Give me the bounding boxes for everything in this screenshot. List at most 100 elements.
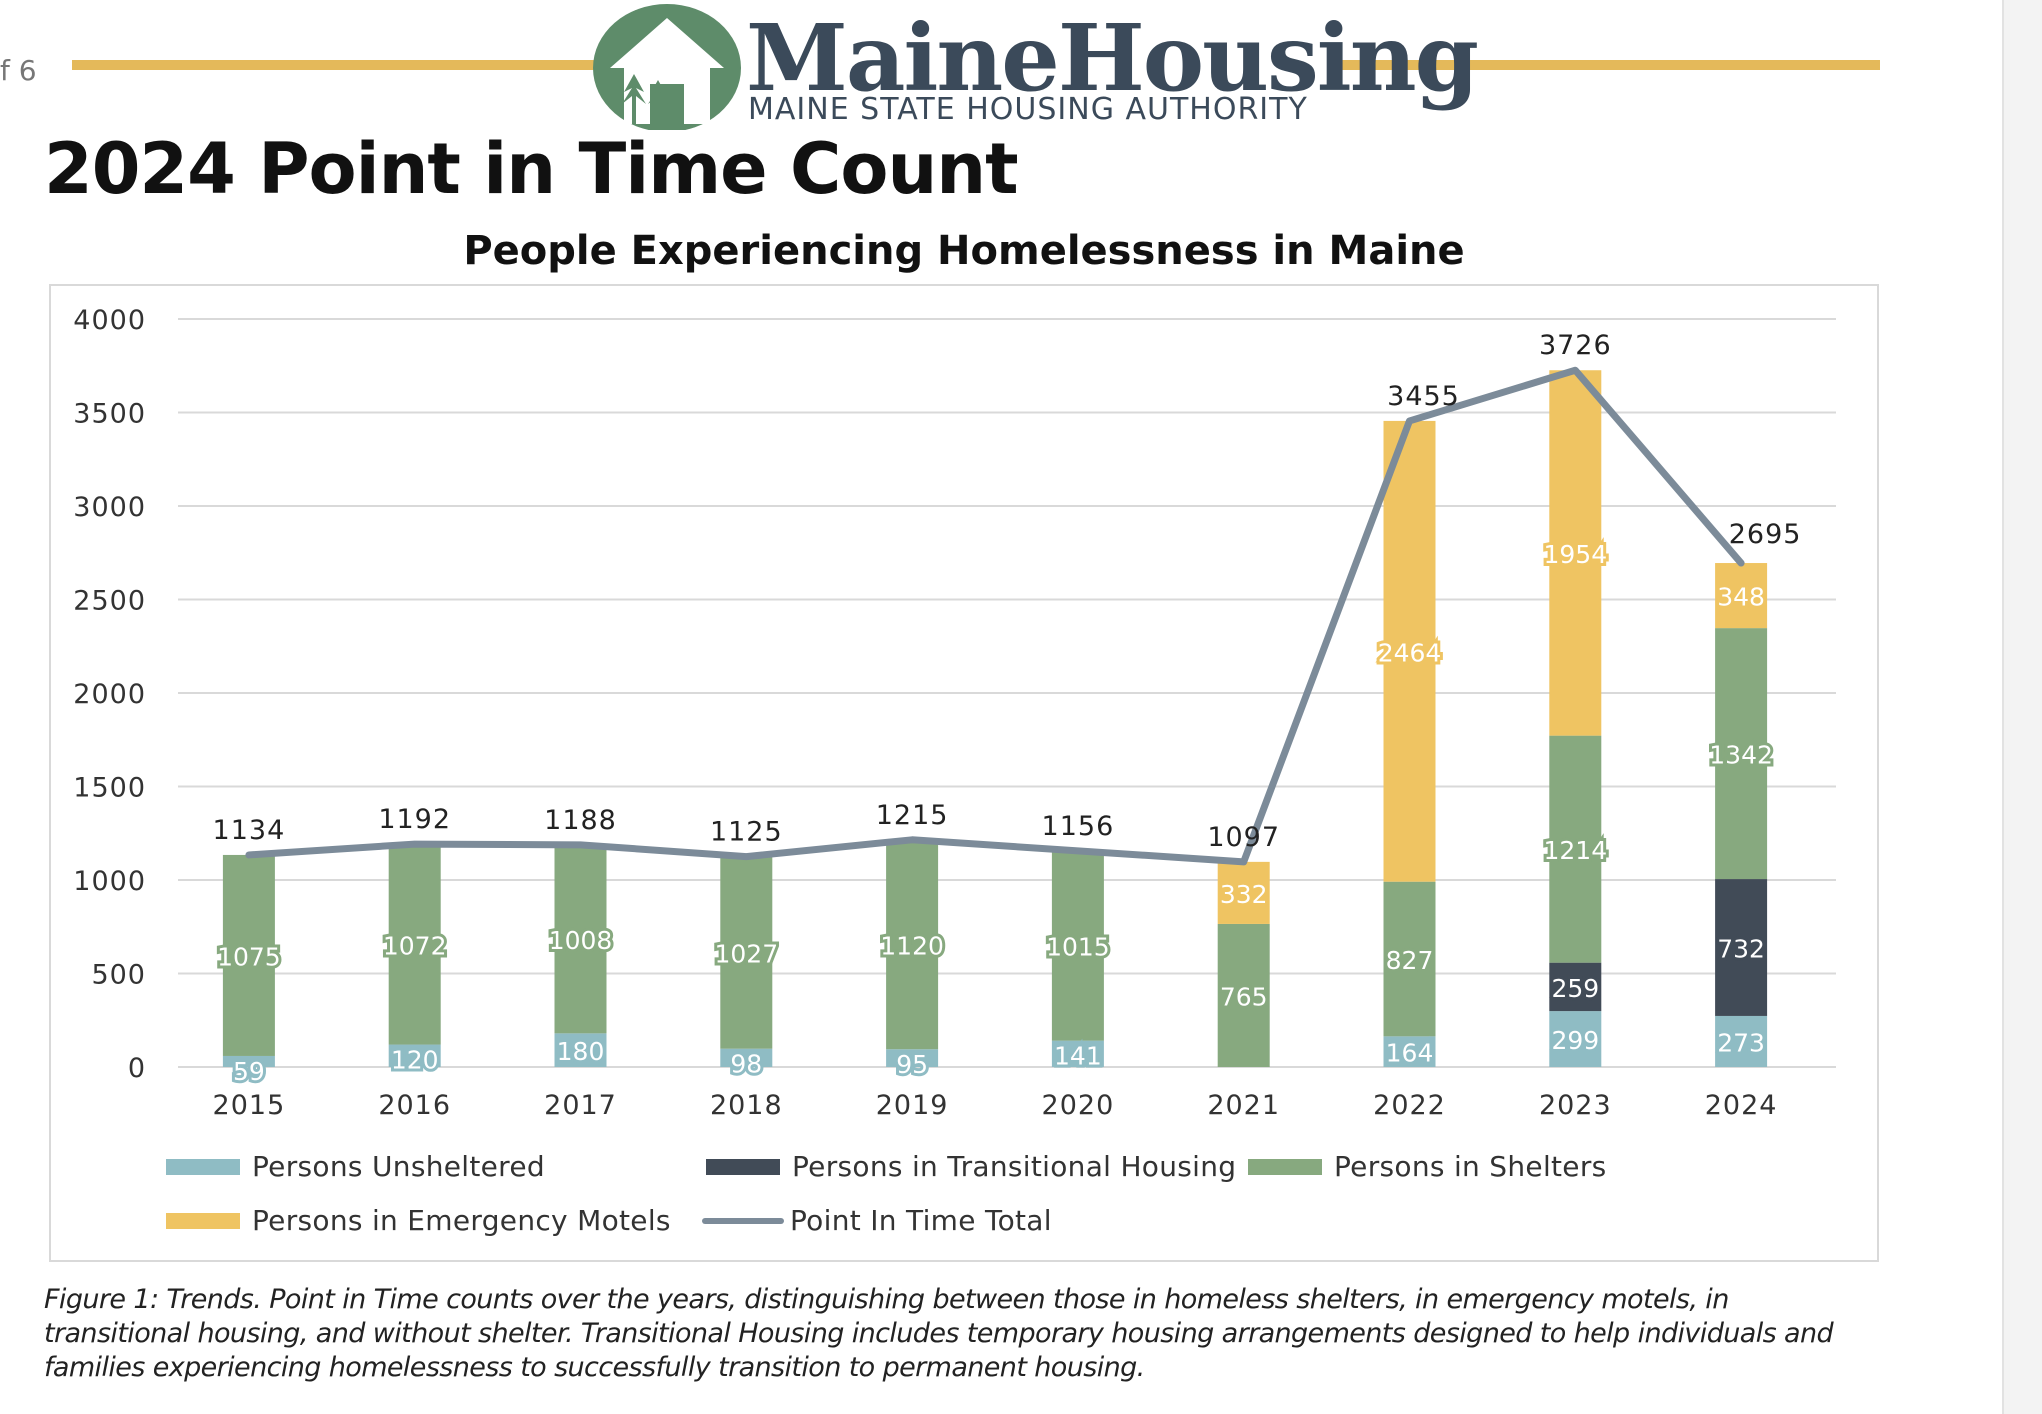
y-tick-label: 0 <box>128 1053 146 1084</box>
data-label: 1015 <box>1046 933 1110 962</box>
bar-segment <box>1715 1015 1768 1067</box>
y-tick-label: 2000 <box>73 679 146 710</box>
data-label: 1954 <box>1543 540 1607 569</box>
data-label: 1120 <box>880 932 944 961</box>
data-label: 259 <box>1551 974 1599 1003</box>
legend-item-total: Point In Time Total <box>702 1204 1052 1237</box>
bar-segment <box>388 844 441 1045</box>
legend-swatch <box>166 1158 240 1175</box>
data-label: 273 <box>1717 1028 1765 1057</box>
x-tick-label: 2019 <box>876 1090 949 1121</box>
legend-swatch <box>1248 1158 1322 1175</box>
data-label: 120 <box>391 1046 439 1075</box>
scrollbar[interactable] <box>2002 0 2042 1414</box>
data-label: 59 <box>233 1057 265 1086</box>
data-label: 732 <box>1717 935 1765 964</box>
total-line <box>245 366 1745 866</box>
brand-name: MaineHousing <box>746 4 1479 112</box>
data-label: 180 <box>557 1037 605 1066</box>
total-label: 1097 <box>1207 822 1280 853</box>
legend-swatch <box>702 1217 784 1224</box>
total-label: 3455 <box>1387 381 1460 412</box>
bar-segment <box>1051 850 1104 1041</box>
bar-segment <box>1051 1040 1104 1067</box>
total-label: 1156 <box>1042 811 1115 842</box>
y-tick-label: 2500 <box>73 586 146 617</box>
data-label: 1027 <box>714 940 778 969</box>
data-label: 1072 <box>383 931 447 960</box>
x-tick-label: 2021 <box>1207 1090 1280 1121</box>
bar-segment <box>886 1049 939 1067</box>
data-label: 141 <box>1054 1042 1102 1071</box>
legend-item-shelters: Persons in Shelters <box>1248 1150 1607 1183</box>
data-label: 299 <box>1551 1026 1599 1055</box>
data-label: 164 <box>1386 1039 1434 1068</box>
page-title: 2024 Point in Time Count <box>44 128 1019 210</box>
bar-segment <box>1549 735 1602 963</box>
data-label: 98 <box>730 1050 762 1079</box>
total-label: 1134 <box>213 815 286 846</box>
bar-segment <box>720 856 773 1049</box>
data-label: 2464 <box>1378 638 1442 667</box>
data-label: 1075 <box>217 942 281 971</box>
bar-segment <box>388 1044 441 1067</box>
legend-swatch <box>706 1158 780 1175</box>
legend-item-motels: Persons in Emergency Motels <box>166 1204 671 1237</box>
bar-segment <box>1715 563 1768 629</box>
x-tick-label: 2017 <box>544 1090 617 1121</box>
brand-subtitle: MAINE STATE HOUSING AUTHORITY <box>748 92 1308 127</box>
data-label: 1214 <box>1543 836 1607 865</box>
data-label: 95 <box>896 1050 928 1079</box>
y-tick-label: 3000 <box>73 492 146 523</box>
bar-segment <box>886 839 939 1050</box>
x-tick-label: 2015 <box>213 1090 286 1121</box>
legend-swatch <box>166 1212 240 1229</box>
x-tick-label: 2018 <box>710 1090 783 1121</box>
bar-segment <box>1549 370 1602 736</box>
data-label: 1008 <box>549 926 613 955</box>
header-rule-right <box>1336 60 1880 70</box>
house-with-trees-logo-icon <box>593 4 741 130</box>
bar-segment <box>1383 881 1436 1037</box>
x-tick-label: 2024 <box>1705 1090 1778 1121</box>
total-label: 1188 <box>544 805 617 836</box>
header-rule-left <box>72 60 594 70</box>
bar-segment <box>720 1048 773 1067</box>
page-indicator: f 6 <box>0 54 37 87</box>
y-tick-label: 1500 <box>73 773 146 804</box>
chart-title: People Experiencing Homelessness in Main… <box>463 228 1465 274</box>
data-label: 765 <box>1220 982 1268 1011</box>
legend-label: Point In Time Total <box>790 1204 1052 1237</box>
bar-segment <box>1549 962 1602 1012</box>
legend-label: Persons in Transitional Housing <box>792 1150 1237 1183</box>
total-label: 2695 <box>1729 519 1802 550</box>
y-tick-label: 500 <box>91 960 146 991</box>
bar-segment <box>554 1033 607 1067</box>
legend-label: Persons in Shelters <box>1334 1150 1607 1183</box>
data-label: 332 <box>1220 880 1268 909</box>
data-label: 827 <box>1386 946 1434 975</box>
x-tick-label: 2023 <box>1539 1090 1612 1121</box>
bar-segment <box>1715 879 1768 1016</box>
bar-segment <box>1715 628 1768 880</box>
total-label: 1125 <box>710 817 783 848</box>
figure-caption: Figure 1: Trends. Point in Time counts o… <box>44 1284 1834 1383</box>
legend-label: Persons Unsheltered <box>252 1150 545 1183</box>
y-tick-label: 4000 <box>73 305 146 336</box>
legend-item-transitional: Persons in Transitional Housing <box>706 1150 1236 1183</box>
y-tick-label: 3500 <box>73 399 146 430</box>
x-tick-label: 2016 <box>378 1090 451 1121</box>
bar-segment <box>222 854 275 1056</box>
data-label: 348 <box>1717 583 1765 612</box>
x-tick-label: 2022 <box>1373 1090 1446 1121</box>
x-tick-label: 2020 <box>1042 1090 1115 1121</box>
y-tick-label: 1000 <box>73 866 146 897</box>
total-label: 3726 <box>1539 330 1612 361</box>
bar-segment <box>1217 861 1270 924</box>
bar-segment <box>222 1055 275 1067</box>
chart-frame <box>49 284 1879 1262</box>
bar-segment <box>1549 1011 1602 1067</box>
data-label: 1342 <box>1709 741 1773 770</box>
bar-segment <box>1217 923 1270 1067</box>
